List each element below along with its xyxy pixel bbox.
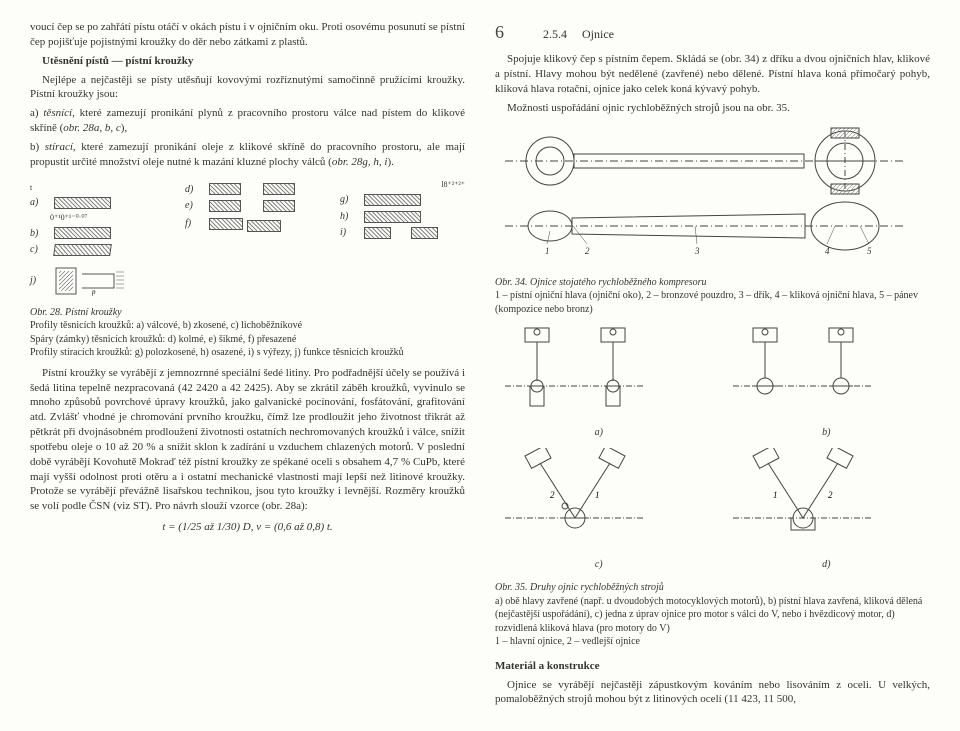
fig35-d-num1: 1 (773, 490, 778, 500)
fig34-connecting-rod: 1 2 3 4 5 (495, 126, 930, 266)
para-ojnice-2: Možnosti uspořádání ojnic rychloběžných … (495, 101, 930, 116)
caption-34: Obr. 34. Ojnice stojatého rychloběžného … (495, 276, 930, 317)
mat-heading: Materiál a konstrukce (495, 659, 930, 674)
list-b-label: b) (30, 141, 39, 153)
fig34-num-4: 4 (825, 246, 830, 256)
para-material-ojnice: Ojnice se vyrábějí nejčastěji zápustkový… (495, 678, 930, 708)
fig35-b (723, 326, 883, 426)
fig34-num-3: 3 (694, 246, 700, 256)
fig34-num-5: 5 (867, 246, 872, 256)
list-a-label: a) (30, 107, 39, 119)
para-cep: voucí čep se po zahřátí pístu otáčí v ok… (30, 20, 465, 50)
fig34-num-2: 2 (585, 246, 590, 256)
right-column: 6 2.5.4 Ojnice Spojuje klikový čep s pís… (495, 20, 930, 711)
para-material: Pístní kroužky se vyrábějí z jemnozrnné … (30, 366, 465, 514)
para-kroužky-intro: Nejlépe a nejčastěji se písty utěsňují k… (30, 73, 465, 103)
fig35-d: 1 2 (723, 448, 883, 558)
fig28-rings: t a) 0⁺¹0⁺¹⁻⁰·⁰⁷ b) c) d) e) f) l8⁺²⁺²⁺ … (30, 180, 465, 296)
left-column: voucí čep se po zahřátí pístu otáčí v ok… (30, 20, 465, 711)
formula-rings: t = (1/25 až 1/30) D, v = (0,6 až 0,8) t… (30, 520, 465, 535)
caption-35: Obr. 35. Druhy ojnic rychloběžných stroj… (495, 581, 930, 649)
fig35-c-num2: 2 (550, 490, 555, 500)
section-header-ojnice: 6 2.5.4 Ojnice (495, 20, 930, 44)
fig34-num-1: 1 (545, 246, 550, 256)
list-b-text: , které zamezují pronikání oleje z kliko… (30, 141, 465, 168)
fig35-a (495, 326, 655, 426)
fig35-diagrams: a) b) (495, 326, 930, 571)
list-a-text: , které zamezují pronikání plynů z praco… (30, 107, 465, 134)
fig35-c: 2 1 (495, 448, 655, 558)
fig35-d-num2: 2 (828, 490, 833, 500)
caption-28: Obr. 28. Pístní kroužky Profily těsnicíc… (30, 306, 465, 360)
para-ojnice-1: Spojuje klikový čep s pístním čepem. Skl… (495, 52, 930, 97)
svg-text:p: p (91, 288, 96, 296)
ring-j-diagram: p (54, 266, 134, 296)
subhead-utesneni: Utěsnění pístů — pístní kroužky (42, 55, 193, 67)
fig35-c-num1: 1 (595, 490, 600, 500)
